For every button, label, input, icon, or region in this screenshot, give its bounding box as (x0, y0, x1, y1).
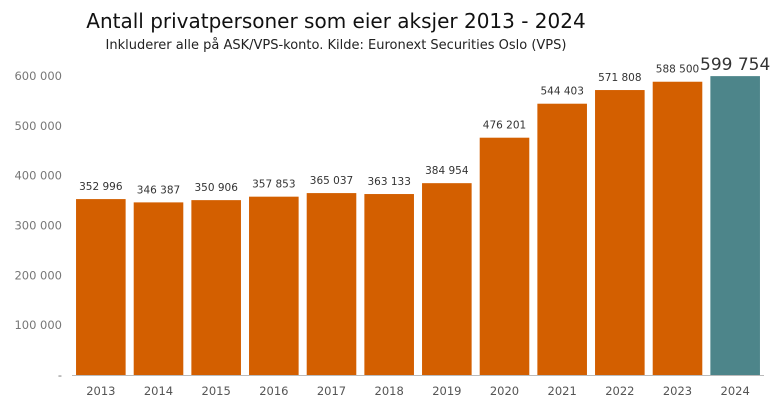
data-labels-group: 352 996 346 387 350 906 357 853 365 037 363 1… (79, 55, 770, 196)
chart-subtitle: Inkluderer alle på ASK/VPS-konto. Kilde:… (105, 38, 567, 53)
bar-2022 (595, 90, 645, 375)
data-label-2013: 352 996 (79, 181, 123, 193)
x-tick-label-2018: 2018 (375, 384, 404, 398)
data-label-2015: 350 906 (194, 182, 238, 194)
data-label-2019: 384 954 (425, 165, 469, 177)
bar-2020 (479, 137, 530, 375)
bar-2014 (133, 202, 184, 375)
y-tick-label: 200 000 (14, 268, 62, 282)
x-tick-label-2020: 2020 (490, 384, 519, 398)
y-tick-label: - (58, 368, 62, 382)
data-label-2020: 476 201 (483, 120, 526, 132)
bar-2015 (191, 200, 241, 375)
data-label-2018: 363 133 (367, 176, 410, 188)
x-tick-label-2023: 2023 (663, 384, 692, 398)
bar-2016 (249, 196, 299, 375)
data-label-2024: 599 754 (700, 55, 770, 75)
x-tick-label-2014: 2014 (144, 384, 173, 398)
bars-group (76, 76, 760, 375)
y-tick-label: 300 000 (14, 219, 62, 233)
x-tick-label-2017: 2017 (317, 384, 346, 398)
x-tick-label-2024: 2024 (721, 384, 750, 398)
bar-2017 (306, 193, 357, 375)
x-tick-label-2013: 2013 (86, 384, 115, 398)
data-label-2022: 571 808 (598, 72, 641, 84)
data-label-2016: 357 853 (252, 179, 295, 191)
y-tick-label: 400 000 (14, 169, 62, 183)
data-label-2023: 588 500 (656, 64, 699, 76)
bar-2019 (422, 183, 472, 375)
x-tick-label-2015: 2015 (202, 384, 231, 398)
x-axis: 2013 2014 2015 2016 2017 2018 2019 2020 2021 2022… (72, 375, 764, 398)
y-tick-label: 600 000 (14, 69, 62, 83)
x-tick-label-2022: 2022 (605, 384, 634, 398)
data-label-2014: 346 387 (137, 184, 180, 196)
bar-2021 (537, 103, 587, 375)
x-tick-label-2021: 2021 (548, 384, 577, 398)
bar-2023 (652, 81, 703, 375)
data-label-2017: 365 037 (310, 175, 353, 187)
x-tick-label-2019: 2019 (432, 384, 461, 398)
bar-2013 (76, 199, 126, 375)
chart-title: Antall privatpersoner som eier aksjer 20… (86, 9, 586, 33)
y-tick-label: 100 000 (14, 318, 62, 332)
bar-2018 (364, 194, 414, 375)
x-tick-label-2016: 2016 (259, 384, 288, 398)
y-axis: - 100 000 200 000 300 000 400 000 500 000 600 … (14, 69, 62, 382)
data-label-2021: 544 403 (540, 86, 583, 98)
y-tick-label: 500 000 (14, 119, 62, 133)
bar-2024 (710, 76, 760, 375)
